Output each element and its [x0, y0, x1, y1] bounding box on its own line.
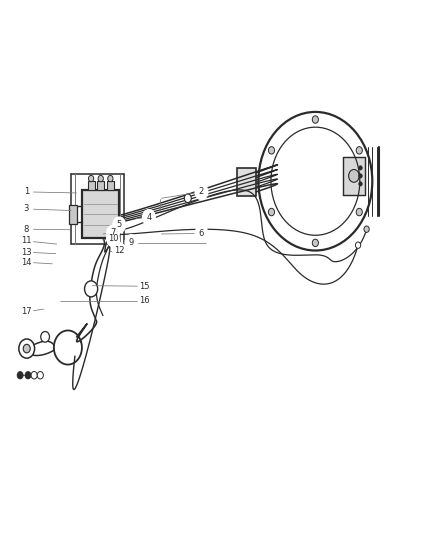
Circle shape [106, 230, 120, 247]
Circle shape [359, 174, 362, 178]
Text: 13: 13 [21, 248, 32, 256]
Circle shape [356, 242, 360, 248]
Bar [69, 205, 77, 224]
Circle shape [19, 303, 33, 320]
Circle shape [268, 208, 275, 216]
Text: 16: 16 [139, 296, 150, 305]
Circle shape [19, 244, 33, 261]
Text: 9: 9 [129, 238, 134, 247]
Circle shape [23, 344, 30, 353]
Text: 5: 5 [117, 221, 122, 229]
Circle shape [88, 175, 94, 182]
Text: 4: 4 [146, 213, 152, 222]
Circle shape [364, 226, 369, 232]
Circle shape [359, 166, 362, 170]
Circle shape [142, 209, 156, 226]
Circle shape [138, 292, 152, 309]
Circle shape [108, 175, 113, 182]
Circle shape [19, 232, 33, 249]
Text: 17: 17 [21, 308, 32, 316]
Circle shape [106, 224, 120, 241]
Circle shape [37, 372, 43, 379]
Circle shape [312, 239, 318, 247]
Circle shape [138, 278, 152, 295]
Text: 7: 7 [110, 229, 116, 237]
Circle shape [19, 221, 33, 238]
Text: 2: 2 [199, 188, 204, 196]
Bar [82, 190, 119, 238]
Circle shape [19, 183, 33, 200]
Circle shape [356, 147, 362, 154]
Circle shape [31, 372, 37, 379]
Circle shape [25, 372, 31, 379]
Circle shape [17, 372, 23, 379]
Circle shape [19, 200, 33, 217]
Polygon shape [343, 157, 365, 195]
Circle shape [19, 339, 35, 358]
Bar [107, 181, 114, 190]
Text: 15: 15 [139, 282, 150, 290]
Circle shape [19, 254, 33, 271]
Circle shape [112, 216, 126, 233]
Text: 3: 3 [24, 205, 29, 213]
Text: 6: 6 [199, 229, 204, 238]
Text: 8: 8 [24, 225, 29, 233]
Bar [88, 181, 95, 190]
Circle shape [98, 175, 103, 182]
Circle shape [312, 116, 318, 123]
Circle shape [194, 225, 208, 242]
Circle shape [268, 147, 275, 154]
Text: 1: 1 [24, 188, 29, 196]
Bar [97, 181, 104, 190]
Text: 14: 14 [21, 258, 32, 266]
Circle shape [85, 281, 98, 297]
Circle shape [359, 182, 362, 186]
Circle shape [194, 183, 208, 200]
Circle shape [356, 208, 362, 216]
Bar [237, 168, 256, 196]
Circle shape [124, 234, 138, 251]
Circle shape [349, 169, 359, 182]
Circle shape [184, 194, 191, 203]
Text: 11: 11 [21, 237, 32, 245]
Text: 12: 12 [114, 246, 124, 255]
Circle shape [112, 242, 126, 259]
Text: 10: 10 [108, 235, 118, 243]
Circle shape [41, 332, 49, 342]
